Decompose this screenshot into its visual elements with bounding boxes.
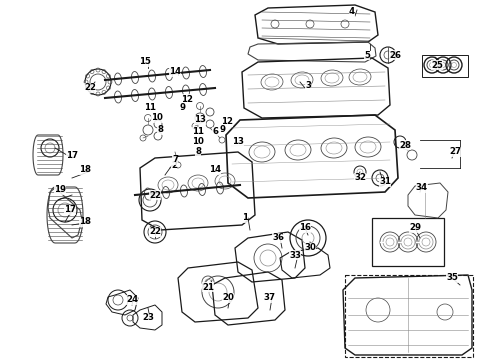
Text: 5: 5 [364,50,370,59]
Bar [372,218,444,266]
Text: 2: 2 [171,162,177,171]
Text: 8: 8 [195,148,201,157]
Text: 27: 27 [449,148,461,157]
Text: 37: 37 [264,293,276,302]
Text: 36: 36 [272,234,284,243]
Text: 28: 28 [399,140,411,149]
Text: 9: 9 [219,126,225,135]
Text: 26: 26 [389,50,401,59]
Text: 22: 22 [84,84,96,93]
Text: 8: 8 [157,126,163,135]
Text: 21: 21 [202,283,214,292]
Text: 30: 30 [304,243,316,252]
Text: 12: 12 [221,117,233,126]
Text: 16: 16 [299,224,311,233]
Text: 15: 15 [139,58,151,67]
Text: 20: 20 [222,293,234,302]
Text: 18: 18 [79,166,91,175]
Text: 11: 11 [192,127,204,136]
Text: 24: 24 [126,296,138,305]
Text: 17: 17 [64,206,76,215]
Text: 14: 14 [169,68,181,77]
Text: 22: 22 [149,228,161,237]
Bar [422,55,468,77]
Text: 14: 14 [209,166,221,175]
Text: 29: 29 [409,224,421,233]
Text: 7: 7 [172,156,178,165]
Text: 6: 6 [212,127,218,136]
Text: 13: 13 [194,116,206,125]
Bar [345,275,473,357]
Text: 10: 10 [151,113,163,122]
Text: 31: 31 [379,177,391,186]
Text: 22: 22 [149,190,161,199]
Text: 23: 23 [142,314,154,323]
Text: 18: 18 [79,217,91,226]
Text: 25: 25 [431,60,443,69]
Text: 10: 10 [192,138,204,147]
Text: 12: 12 [181,94,193,104]
Text: 33: 33 [289,251,301,260]
Text: 32: 32 [354,174,366,183]
Text: 34: 34 [416,184,428,193]
Text: 4: 4 [349,8,355,17]
Text: 13: 13 [232,138,244,147]
Text: 17: 17 [66,150,78,159]
Text: 11: 11 [144,103,156,112]
Text: 3: 3 [305,81,311,90]
Text: 1: 1 [242,213,248,222]
Text: 9: 9 [179,103,185,112]
Text: 19: 19 [54,185,66,194]
Text: 35: 35 [446,274,458,283]
